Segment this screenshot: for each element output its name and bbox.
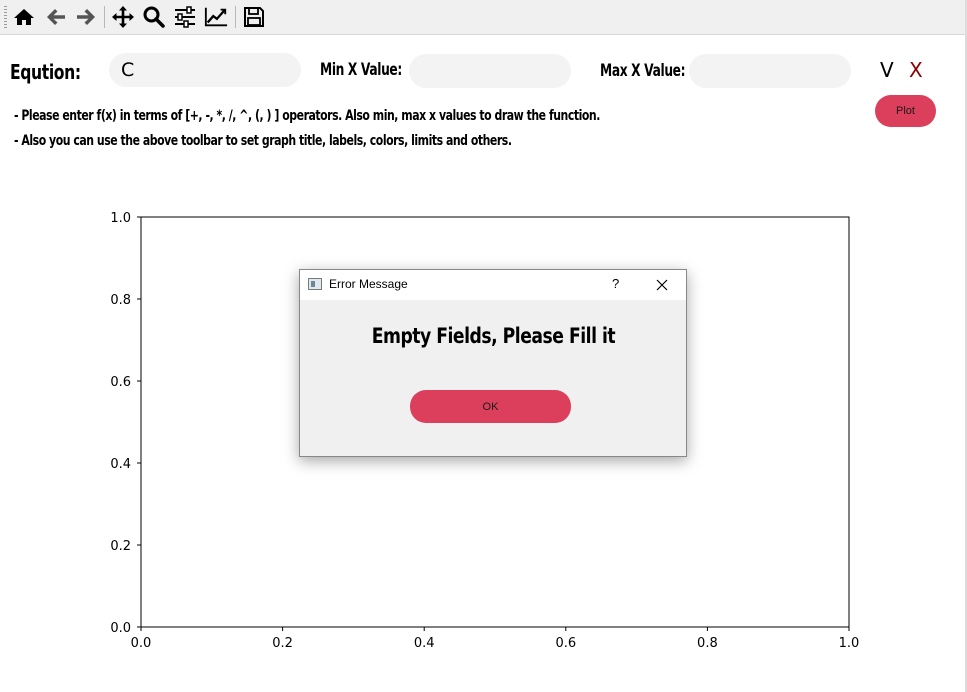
close-icon[interactable]	[654, 277, 670, 293]
subplots-config-icon[interactable]	[173, 5, 197, 29]
equation-input[interactable]	[109, 53, 301, 87]
toolbar-grip[interactable]	[4, 6, 7, 28]
y-tick-label-4: 0.8	[110, 293, 131, 308]
ok-button[interactable]: OK	[410, 390, 571, 423]
y-tick-label-5: 1.0	[110, 211, 131, 226]
hint-line-1: - Please enter f(x) in terms of [+, -, *…	[14, 108, 600, 124]
window-icon	[308, 278, 322, 290]
x-tick-label-4: 0.8	[697, 636, 718, 651]
min-x-label: Min X Value:	[320, 60, 402, 80]
x-button[interactable]: X	[909, 58, 923, 82]
plot-button[interactable]: Plot	[875, 95, 936, 127]
dialog-title: Error Message	[329, 277, 408, 291]
max-x-field-wrap	[689, 54, 851, 88]
pan-move-icon[interactable]	[111, 5, 135, 29]
x-tick-label-2: 0.4	[414, 636, 435, 651]
y-tick-label-1: 0.2	[110, 539, 131, 554]
dialog-message-text: Empty Fields, Please Fill it	[371, 324, 615, 348]
home-icon[interactable]	[12, 5, 36, 29]
save-icon[interactable]	[242, 5, 266, 29]
y-tick-label-3: 0.6	[110, 375, 131, 390]
min-x-field-wrap	[409, 54, 571, 88]
error-dialog: Error Message ? Empty Fields, Please Fil…	[299, 269, 687, 457]
max-x-label: Max X Value:	[600, 61, 686, 81]
toolbar	[0, 0, 965, 35]
v-button[interactable]: V	[880, 58, 894, 82]
forward-arrow-icon[interactable]	[74, 5, 98, 29]
y-tick-label-2: 0.4	[110, 457, 131, 472]
max-x-input[interactable]	[689, 54, 851, 88]
x-tick-label-1: 0.2	[272, 636, 293, 651]
help-button[interactable]: ?	[612, 276, 620, 291]
dialog-message: Empty Fields, Please Fill it	[300, 324, 686, 348]
x-tick-label-0: 0.0	[131, 636, 152, 651]
back-arrow-icon[interactable]	[44, 5, 68, 29]
x-tick-label-5: 1.0	[839, 636, 860, 651]
window-edge	[965, 0, 967, 692]
x-tick-label-3: 0.6	[555, 636, 576, 651]
y-tick-label-0: 0.0	[110, 621, 131, 636]
equation-field-wrap	[109, 53, 301, 87]
dialog-title-bar[interactable]: Error Message ?	[300, 270, 686, 300]
equation-label: Eqution:	[10, 60, 81, 84]
hint-line-2: - Also you can use the above toolbar to …	[14, 133, 512, 149]
min-x-input[interactable]	[409, 54, 571, 88]
zoom-icon[interactable]	[142, 5, 166, 29]
edit-axes-icon[interactable]	[204, 5, 228, 29]
